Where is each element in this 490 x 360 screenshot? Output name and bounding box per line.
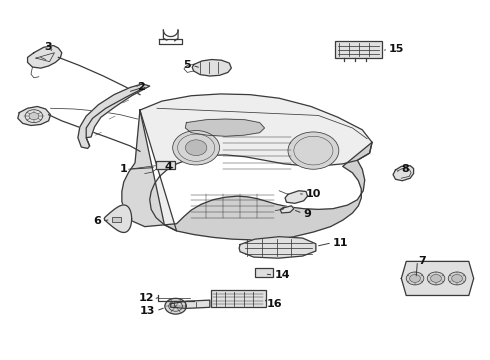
Text: 15: 15 [389,44,405,54]
Text: 8: 8 [401,164,409,174]
Text: 13: 13 [139,306,155,316]
Polygon shape [239,237,316,258]
Text: 10: 10 [306,189,321,199]
Text: 14: 14 [274,270,290,280]
Circle shape [410,274,420,282]
Text: 5: 5 [184,60,191,70]
Text: 9: 9 [304,209,312,219]
Polygon shape [78,84,150,148]
Circle shape [185,140,207,156]
Text: 16: 16 [267,299,283,309]
FancyBboxPatch shape [211,290,266,307]
Polygon shape [280,206,294,213]
FancyBboxPatch shape [112,217,121,222]
Circle shape [427,272,445,285]
Text: 1: 1 [120,164,128,174]
FancyBboxPatch shape [156,161,174,168]
Circle shape [165,298,186,314]
Polygon shape [122,110,164,226]
Circle shape [448,272,466,285]
Polygon shape [27,45,62,68]
Text: 11: 11 [333,238,348,248]
Text: 2: 2 [137,82,145,92]
FancyBboxPatch shape [335,41,382,58]
Polygon shape [171,300,210,309]
Polygon shape [104,205,132,233]
Polygon shape [140,94,372,231]
Text: 6: 6 [93,216,101,226]
Circle shape [452,274,463,282]
Polygon shape [401,261,474,296]
Text: 12: 12 [139,293,155,303]
Circle shape [172,131,220,165]
Text: 7: 7 [418,256,426,266]
Polygon shape [185,119,265,136]
Circle shape [406,272,424,285]
Circle shape [431,274,441,282]
Polygon shape [164,142,372,240]
Polygon shape [18,107,50,126]
Polygon shape [192,59,231,76]
Text: 3: 3 [45,42,52,52]
Polygon shape [285,191,308,203]
Circle shape [288,132,339,169]
Circle shape [29,113,39,120]
Text: 4: 4 [164,162,172,172]
Polygon shape [393,166,414,181]
FancyBboxPatch shape [255,268,273,277]
